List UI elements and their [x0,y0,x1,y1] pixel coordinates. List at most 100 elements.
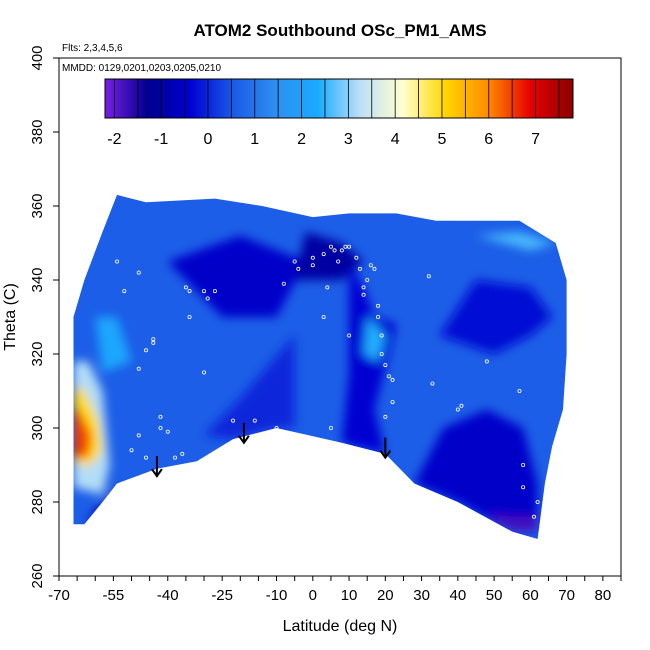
sample-point [426,274,431,279]
sample-point [187,314,192,319]
sample-point [339,248,344,253]
y-tick-label: 340 [29,267,46,292]
sample-point [517,388,522,393]
sample-point [357,266,362,271]
sample-point [122,289,127,294]
sample-point [136,270,141,275]
y-tick-label: 400 [29,45,46,70]
heatmap-field [73,194,567,539]
sample-point [521,462,526,467]
x-tick-label: 80 [595,587,612,604]
sample-point [430,381,435,386]
sample-point [336,259,341,264]
sample-point [521,485,526,490]
sample-point [231,418,236,423]
field-patch-2 [341,261,397,454]
sample-point [383,414,388,419]
colorbar-tick-label: 1 [250,131,259,148]
arrow-1 [238,422,250,445]
plot-frame [58,57,622,577]
colorbar-tick-label: -2 [107,131,121,148]
sample-point [115,259,120,264]
colorbar-tick-label: 4 [391,131,400,148]
colorbar-tick-label: 5 [438,131,447,148]
sample-point [180,451,185,456]
sample-point [151,340,156,345]
sample-point [390,400,395,405]
sample-point [165,429,170,434]
sample-point [347,244,352,249]
y-axis: 260 280 300 320 340 360 380 400 [29,45,59,589]
x-tick-label: -25 [211,587,233,604]
field-patch-5 [294,231,364,280]
field-patch-8 [95,317,132,373]
sample-point [531,514,536,519]
sample-point [205,296,210,301]
y-tick-label: 360 [29,193,46,218]
x-tick-label: -10 [266,587,288,604]
colorbar-tick-label: 2 [297,131,306,148]
sample-point [368,263,373,268]
x-tick-label: -40 [157,587,179,604]
x-tick-label: 10 [341,587,358,604]
y-tick-label: 300 [29,415,46,440]
sample-point [386,374,391,379]
field-patch-10 [475,231,556,251]
x-tick-label: 50 [486,587,503,604]
chart-subtitle-dates: MMDD: 0129,0201,0203,0205,0210 [62,63,221,74]
sample-point [252,418,257,423]
sample-point [212,289,217,294]
sample-point [332,248,337,253]
colorbar-tick-label: 7 [531,131,540,148]
sample-point [187,289,192,294]
sample-point [274,425,279,430]
flight-arrows [151,422,392,478]
sample-point [376,303,381,308]
x-tick-label: 30 [413,587,430,604]
sample-point [455,407,460,412]
x-tick-label: 20 [377,587,394,604]
x-axis: -70 -55 -40 -25 -10 0 10 20 30 40 50 60 70 80 [48,576,622,604]
colorbar-tick-label: 3 [344,131,353,148]
chart-title: ATOM2 Southbound OSc_PM1_AMS [193,21,486,40]
y-tick-label: 380 [29,119,46,144]
sample-point [459,403,464,408]
x-tick-label: 70 [558,587,575,604]
field-patch-7 [486,513,538,532]
colorbar-ramp [104,78,574,119]
sample-point [183,285,188,290]
sample-point [325,285,330,290]
sample-point [202,289,207,294]
sample-point [535,499,540,504]
x-tick-label: 40 [449,587,466,604]
sample-point [144,455,149,460]
sample-point [144,348,149,353]
x-axis-label: Latitude (deg N) [283,618,398,635]
sample-point [158,414,163,419]
field-patch-4 [439,280,553,354]
sample-point [376,314,381,319]
sample-point [202,370,207,375]
sample-point [383,363,388,368]
y-tick-label: 280 [29,489,46,514]
y-tick-label: 260 [29,563,46,588]
x-tick-label: 0 [309,587,317,604]
field-patch-13 [73,405,92,458]
x-tick-label: 60 [522,587,539,604]
arrow-0 [151,456,163,478]
field-patch-9 [363,317,386,362]
sample-point [343,244,348,249]
sample-point [281,281,286,286]
sample-point [292,259,297,264]
sample-point [361,292,366,297]
sample-point [354,255,359,260]
chart-subtitle-flights: Flts: 2,3,4,5,6 [62,43,123,54]
x-tick-label: -55 [103,587,125,604]
sample-point [347,333,352,338]
y-tick-label: 320 [29,341,46,366]
sample-point [310,263,315,268]
sample-point [136,366,141,371]
sample-point [151,337,156,342]
colorbar-tick-label: 6 [484,131,493,148]
field-patch-1 [167,235,306,317]
